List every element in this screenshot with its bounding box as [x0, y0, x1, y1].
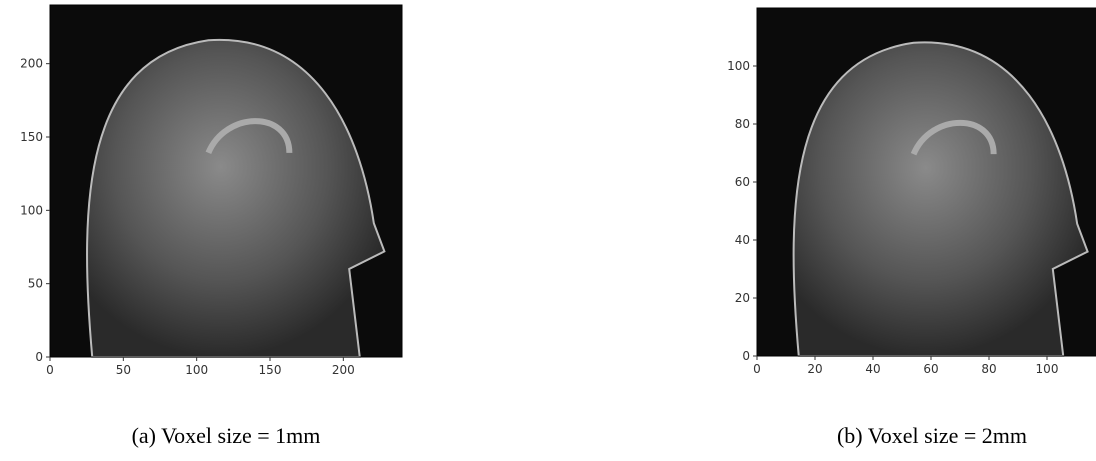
- x-tick-label: 50: [116, 363, 131, 377]
- image-corpus: [910, 120, 997, 156]
- panel: 0 20 40 60 80 100 0 20 40 60 80 100 (b) Voxel size =…: [727, 7, 1096, 448]
- x-tick-label: 60: [923, 362, 938, 376]
- y-tick-label: 150: [20, 130, 43, 144]
- image-head: [86, 38, 386, 358]
- caption: (a) Voxel size = 1mm: [132, 423, 321, 448]
- y-tick-label: 0: [35, 350, 43, 364]
- image-frame: [49, 4, 403, 358]
- x-tick-label: 20: [807, 362, 822, 376]
- y-tick-label: 100: [727, 59, 750, 73]
- x-tick-label: 0: [753, 362, 761, 376]
- y-tick-label: 20: [735, 291, 750, 305]
- y-tick-label: 0: [742, 349, 750, 363]
- image-head: [792, 41, 1089, 357]
- y-tick-label: 80: [735, 117, 750, 131]
- x-tick-label: 100: [1036, 362, 1059, 376]
- x-tick-label: 100: [185, 363, 208, 377]
- image-corpus: [205, 118, 293, 155]
- y-tick-label: 200: [20, 57, 43, 71]
- y-tick-label: 60: [735, 175, 750, 189]
- y-tick-label: 40: [735, 233, 750, 247]
- panel: 0 50 100 150 200 0 50 100 150 200 (a) Voxel size =…: [20, 4, 403, 448]
- x-tick-label: 80: [981, 362, 996, 376]
- caption: (b) Voxel size = 2mm: [837, 423, 1027, 448]
- y-tick-label: 50: [28, 277, 43, 291]
- x-tick-label: 40: [865, 362, 880, 376]
- x-tick-label: 150: [259, 363, 282, 377]
- x-tick-label: 200: [332, 363, 355, 377]
- y-tick-label: 100: [20, 203, 43, 217]
- x-tick-label: 0: [46, 363, 54, 377]
